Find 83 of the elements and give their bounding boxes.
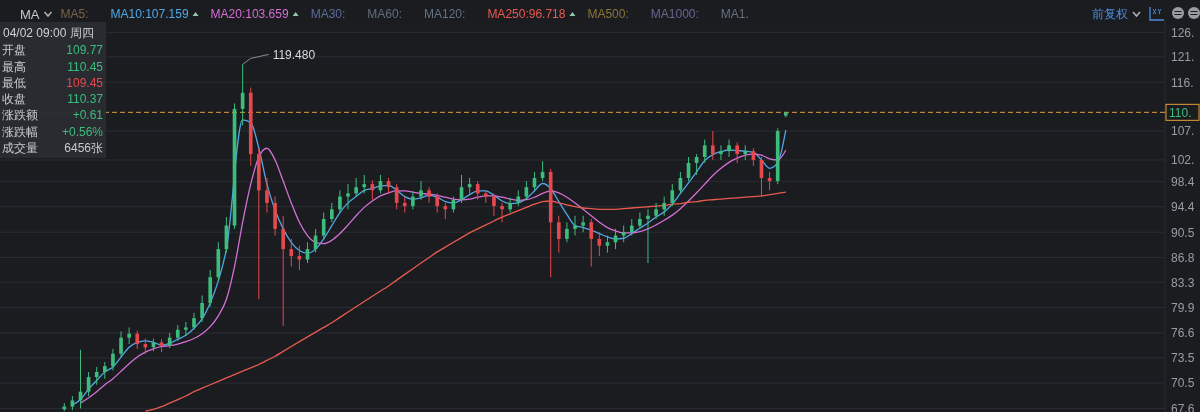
annotation: MA60: [367, 7, 403, 22]
candlestick [735, 141, 739, 164]
candlestick [111, 348, 115, 371]
y-tick-label: 102. [1171, 153, 1195, 168]
y-tick-label: 70.5 [1171, 376, 1195, 391]
candlestick [289, 238, 294, 268]
candlestick [135, 330, 140, 350]
candlestick [419, 180, 423, 201]
candlestick [346, 183, 350, 210]
text: 成交量 [2, 141, 38, 155]
y-tick-label: 107. [1171, 124, 1195, 139]
candlestick [702, 139, 707, 164]
text: 最低 [2, 75, 26, 90]
candlestick [321, 212, 326, 240]
annotation: MA5: [60, 7, 89, 22]
ref-line-label: 110. [1169, 105, 1192, 120]
text: MA10:107.159 [110, 7, 189, 22]
candlestick [727, 139, 731, 158]
candlestick [281, 215, 285, 327]
annotation: MA120: [424, 7, 466, 22]
text: MA20:103.659 [210, 7, 289, 22]
y-tick-label: 86.8 [1171, 250, 1195, 265]
y-tick-label: 90.5 [1171, 225, 1195, 240]
candlestick [589, 218, 594, 268]
candlestick [192, 312, 196, 331]
annotation: 110.37 [67, 92, 104, 107]
candlestick [646, 208, 650, 264]
text: 最高 [2, 59, 26, 74]
candlestick [297, 245, 302, 271]
y-tick-label: 67.6 [1171, 401, 1195, 412]
y-tick-label: 79.9 [1171, 300, 1195, 315]
annotation: MA1. [720, 7, 749, 22]
text: 收盘 [2, 92, 26, 107]
candlestick [200, 294, 204, 323]
annotation: +0.56% [61, 124, 104, 139]
annotation: MA30: [310, 7, 346, 22]
annotation: MA1000: [650, 7, 699, 22]
y-tick-label: 116. [1171, 75, 1194, 90]
candlestick [654, 202, 658, 220]
text: 涨跌幅 [2, 124, 38, 139]
annotation: 109.77 [66, 43, 104, 58]
candlestick [573, 215, 577, 237]
candlestick [184, 321, 188, 337]
annotation: 110.45 [67, 59, 104, 74]
candlestick [475, 180, 480, 201]
candlestick [492, 192, 496, 217]
y-tick-label: 76.6 [1171, 326, 1195, 341]
text: 开盘 [2, 43, 26, 58]
y-tick-label: 121. [1171, 50, 1195, 65]
candlestick [581, 215, 585, 233]
annotation: MA500: [587, 7, 629, 22]
candlestick [329, 202, 334, 223]
annotation: 前复权 [1092, 7, 1128, 22]
text: MA250:96.718 [487, 7, 566, 22]
annotation: 119.480 [272, 47, 316, 62]
candlestick [362, 174, 367, 194]
candlestick [127, 326, 131, 345]
candlestick [711, 130, 715, 161]
line-series [144, 191, 787, 412]
candlestick [427, 186, 431, 204]
y-tick-label: 126. [1171, 25, 1195, 40]
candlestick [719, 144, 723, 161]
candlestick [670, 183, 675, 207]
text: MA [20, 6, 40, 22]
candlestick [662, 196, 667, 217]
y-tick-label: 83.3 [1171, 275, 1195, 290]
annotation: 109.45 [66, 75, 104, 90]
candlestick [638, 212, 642, 230]
candlestick [265, 177, 269, 214]
candlestick [354, 177, 358, 198]
candlestick [565, 221, 569, 243]
annotation: 04/02 09:00 周四 [3, 26, 94, 41]
y-tick-label: 73.5 [1171, 351, 1195, 366]
text: 涨跌额 [2, 108, 38, 123]
y-tick-label: 94.4 [1171, 200, 1195, 215]
candlestick [119, 330, 123, 358]
annotation: +0.61 [72, 108, 104, 123]
candlestick [500, 202, 504, 223]
candlestick [338, 189, 342, 214]
annotation: 6456张 [64, 141, 103, 155]
y-tick-label: 98.4 [1171, 175, 1195, 189]
candlestick [435, 192, 440, 214]
candlestick [556, 215, 561, 254]
